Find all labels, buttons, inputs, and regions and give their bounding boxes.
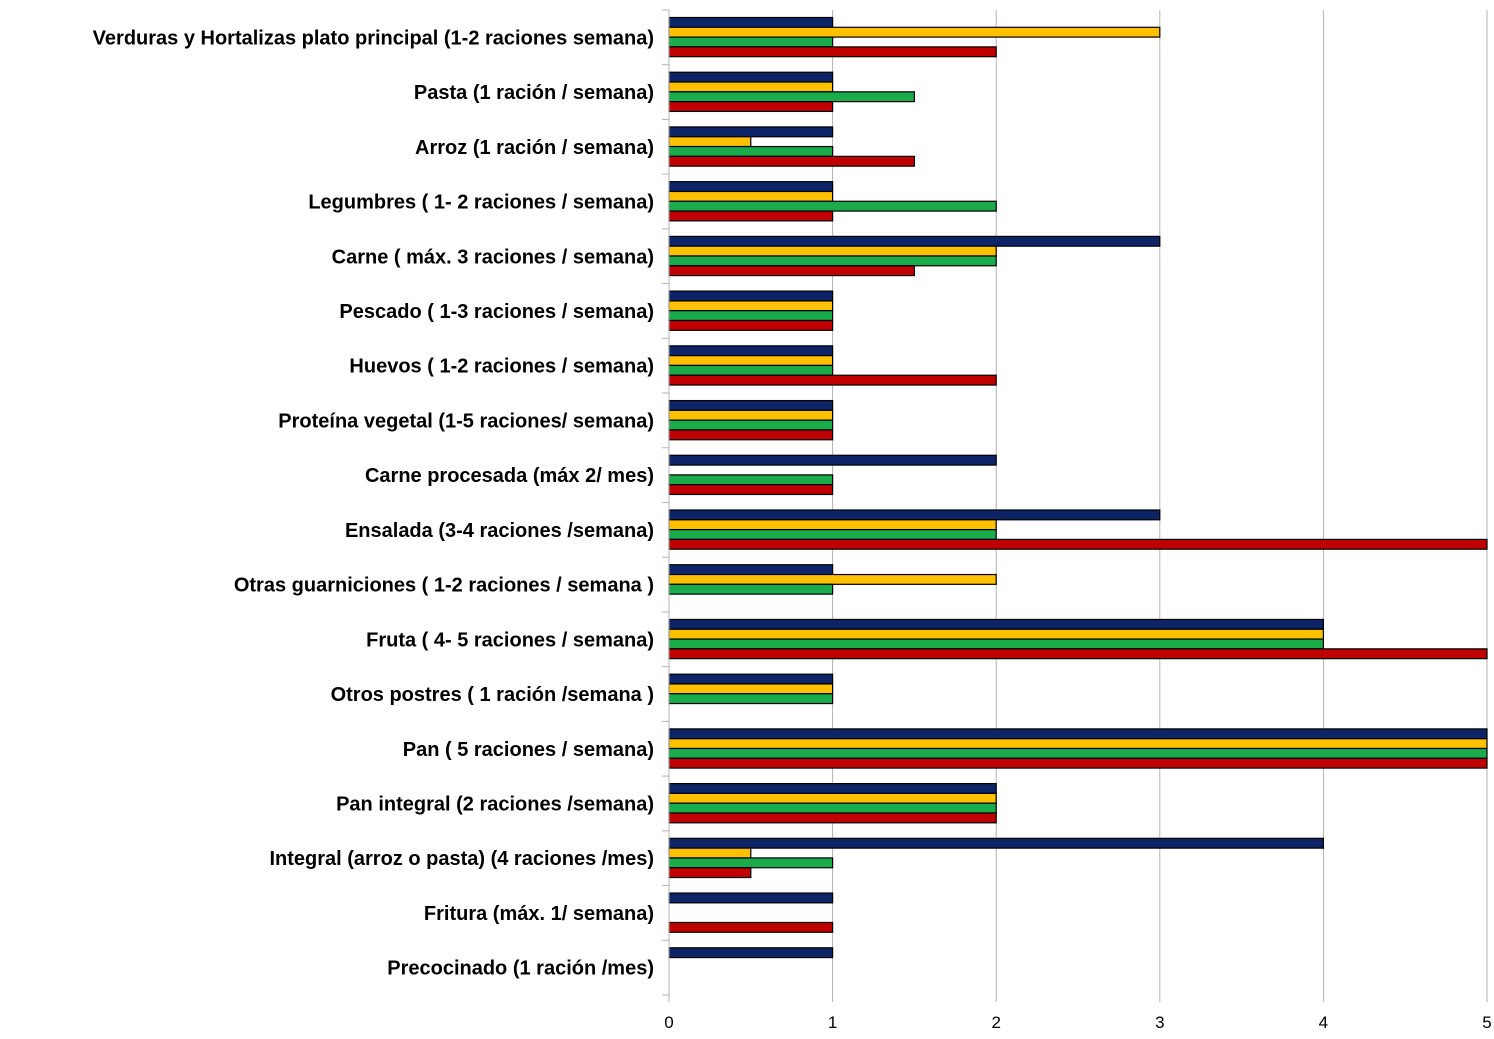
x-tick-label: 0 bbox=[664, 1013, 673, 1032]
category-label: Pasta (1 ración / semana) bbox=[414, 82, 654, 104]
bar bbox=[668, 200, 997, 212]
bar bbox=[668, 145, 834, 157]
x-tick-label: 4 bbox=[1319, 1013, 1328, 1032]
bar bbox=[668, 947, 834, 959]
bar bbox=[668, 474, 834, 486]
category-label: Verduras y Hortalizas plato principal (1… bbox=[93, 27, 654, 49]
bar bbox=[668, 235, 1161, 247]
category-label: Pan ( 5 raciones / semana) bbox=[403, 739, 654, 761]
bar bbox=[668, 36, 834, 48]
bar bbox=[668, 355, 834, 367]
bar bbox=[668, 409, 834, 421]
bar bbox=[668, 265, 915, 277]
bar bbox=[668, 319, 834, 331]
bar bbox=[668, 528, 997, 540]
bar bbox=[668, 738, 1488, 750]
bar bbox=[668, 71, 834, 83]
bar bbox=[668, 454, 997, 466]
grid-layer bbox=[832, 10, 1488, 995]
category-label: Pescado ( 1-3 raciones / semana) bbox=[339, 301, 654, 323]
bar bbox=[668, 583, 834, 595]
bar bbox=[668, 399, 834, 411]
bar bbox=[668, 693, 834, 705]
x-tick-label: 3 bbox=[1155, 1013, 1164, 1032]
category-label: Carne ( máx. 3 raciones / semana) bbox=[332, 246, 654, 268]
x-tick-label: 1 bbox=[828, 1013, 837, 1032]
bar bbox=[668, 300, 834, 312]
bar bbox=[668, 374, 997, 386]
category-label: Carne procesada (máx 2/ mes) bbox=[365, 465, 654, 487]
bar bbox=[668, 892, 834, 904]
bar bbox=[668, 519, 997, 531]
bar bbox=[668, 638, 1325, 650]
category-label: Otras guarniciones ( 1-2 raciones / sema… bbox=[234, 575, 654, 597]
bar bbox=[668, 26, 1161, 38]
bar bbox=[668, 628, 1325, 640]
bar bbox=[668, 538, 1488, 550]
bar bbox=[668, 802, 997, 814]
bar bbox=[668, 345, 834, 357]
bar bbox=[668, 101, 834, 113]
bar bbox=[668, 126, 834, 138]
bar bbox=[668, 429, 834, 441]
bar bbox=[668, 683, 834, 695]
bar bbox=[668, 509, 1161, 521]
category-label: Fruta ( 4- 5 raciones / semana) bbox=[366, 629, 654, 651]
bar bbox=[668, 181, 834, 193]
bar bbox=[668, 747, 1488, 759]
bar bbox=[668, 245, 997, 257]
bar bbox=[668, 364, 834, 376]
bar bbox=[668, 573, 997, 585]
bar bbox=[668, 255, 997, 267]
category-labels: Verduras y Hortalizas plato principal (1… bbox=[93, 27, 654, 979]
bar bbox=[668, 837, 1325, 849]
x-tick-labels: 0 1 2 3 4 5 bbox=[664, 1013, 1491, 1032]
bar bbox=[668, 783, 997, 795]
axis-layer bbox=[662, 9, 1488, 1002]
bar bbox=[668, 921, 834, 933]
bar bbox=[668, 290, 834, 302]
bar bbox=[668, 857, 834, 869]
category-label: Otros postres ( 1 ración /semana ) bbox=[331, 684, 654, 706]
category-label: Proteína vegetal (1-5 raciones/ semana) bbox=[278, 410, 654, 432]
bar bbox=[668, 81, 834, 93]
bar bbox=[668, 812, 997, 824]
x-tick-label: 2 bbox=[991, 1013, 1000, 1032]
category-label: Pan integral (2 raciones /semana) bbox=[336, 793, 654, 815]
category-label: Fritura (máx. 1/ semana) bbox=[424, 903, 654, 925]
category-label: Legumbres ( 1- 2 raciones / semana) bbox=[308, 192, 654, 214]
category-label: Integral (arroz o pasta) (4 raciones /me… bbox=[269, 848, 654, 870]
category-label: Precocinado (1 ración /mes) bbox=[387, 958, 654, 980]
bar bbox=[668, 728, 1488, 740]
bar bbox=[668, 564, 834, 576]
bar bbox=[668, 91, 915, 103]
bar bbox=[668, 136, 752, 148]
bar bbox=[668, 46, 997, 58]
category-label: Huevos ( 1-2 raciones / semana) bbox=[349, 356, 654, 378]
bar bbox=[668, 484, 834, 496]
bar bbox=[668, 867, 752, 879]
bar bbox=[668, 648, 1488, 660]
bar bbox=[668, 190, 834, 202]
bars-layer bbox=[668, 16, 1488, 959]
bar bbox=[668, 16, 834, 28]
bar bbox=[668, 310, 834, 322]
bar bbox=[668, 847, 752, 859]
category-label: Ensalada (3-4 raciones /semana) bbox=[345, 520, 654, 542]
bar bbox=[668, 155, 915, 167]
x-tick-label: 5 bbox=[1482, 1013, 1491, 1032]
bar bbox=[668, 792, 997, 804]
bar bbox=[668, 419, 834, 431]
bar bbox=[668, 757, 1488, 769]
bar bbox=[668, 673, 834, 685]
bar bbox=[668, 618, 1325, 630]
bar bbox=[668, 210, 834, 222]
category-label: Arroz (1 ración / semana) bbox=[415, 137, 654, 159]
